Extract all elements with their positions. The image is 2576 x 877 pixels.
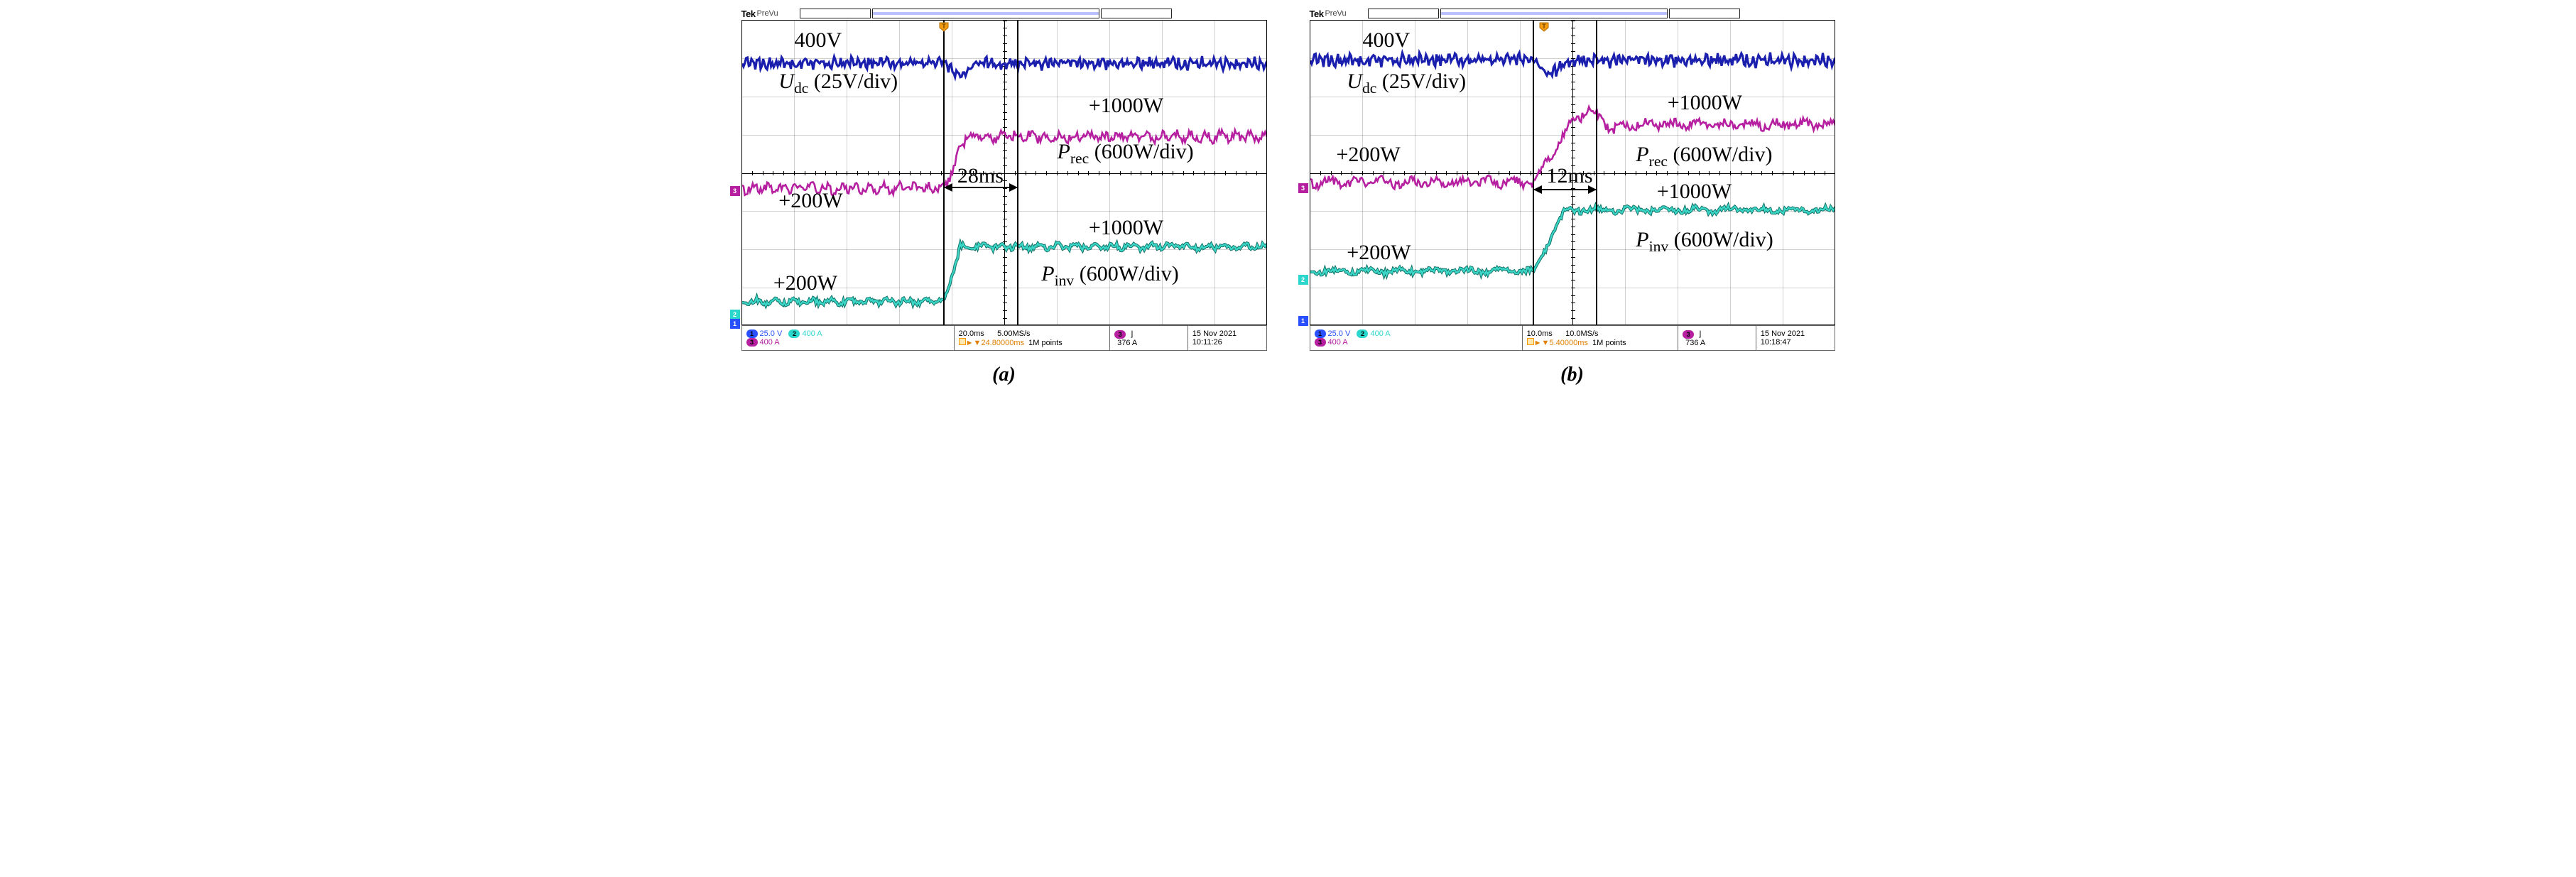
status-timestamp: 15 Nov 202110:18:47	[1756, 326, 1835, 350]
dimension-arrow	[1533, 189, 1597, 190]
ann-udc-ref: 400V	[1363, 28, 1411, 53]
ann-step-time: 12ms	[1547, 164, 1593, 188]
ann-udc-label: Udc (25V/div)	[1347, 70, 1466, 97]
ann-pinv-label: Pinv (600W/div)	[1041, 262, 1178, 290]
status-trigger: 3 ⌋376 A	[1110, 326, 1188, 350]
ann-prec-lo: +200W	[778, 189, 842, 213]
status-channels: 125.0 V 2400 A3400 A	[742, 326, 955, 350]
status-trigger: 3 ⌋736 A	[1678, 326, 1756, 350]
ann-udc-label: Udc (25V/div)	[778, 70, 898, 97]
time-cursor-1[interactable]	[943, 21, 945, 325]
scope-brand: Tek	[741, 9, 756, 19]
channel-marker-1: 1	[730, 319, 740, 329]
scope-status-bar: 125.0 V 2400 A3400 A20.0ms 5.00MS/s►▼24.…	[741, 325, 1267, 351]
scope-grid: T 400V Udc (25V/div) +1000W Prec (600W/div) +…	[1310, 20, 1835, 325]
ann-prec-label: Prec (600W/div)	[1058, 140, 1194, 168]
status-timestamp: 15 Nov 202110:11:26	[1188, 326, 1266, 350]
trigger-marker-icon: T	[1539, 22, 1549, 32]
ann-udc-ref: 400V	[795, 28, 842, 53]
time-cursor-1[interactable]	[1533, 21, 1534, 325]
svg-text:T: T	[942, 23, 947, 30]
scope-grid: T 400V Udc (25V/div) +1000W Prec (600W/div) +…	[741, 20, 1267, 325]
scope-panel-a: TekPreVu T 400V Udc (25V/div) +1000W Prec (60…	[741, 7, 1267, 386]
svg-text:T: T	[1542, 23, 1546, 30]
ann-pinv-lo: +200W	[1347, 241, 1411, 265]
scope-row: TekPreVuT400VUdc (25V/div)+1000WPrec (60…	[734, 0, 1842, 393]
status-timebase: 10.0ms 10.0MS/s►▼5.40000ms 1M points	[1523, 326, 1678, 350]
channel-marker-3: 3	[1298, 183, 1308, 193]
channel-marker-2: 2	[730, 310, 740, 320]
ann-prec-lo: +200W	[1337, 143, 1401, 167]
trigger-marker-icon: T	[939, 22, 949, 32]
scope-panel-b: TekPreVu T 400V Udc (25V/div) +1000W Prec (60…	[1310, 7, 1835, 386]
scope-mode: PreVu	[1325, 9, 1346, 18]
scope-brand: Tek	[1310, 9, 1324, 19]
ann-prec-label: Prec (600W/div)	[1636, 143, 1772, 170]
time-cursor-2[interactable]	[1596, 21, 1597, 325]
ann-pinv-hi: +1000W	[1657, 180, 1732, 204]
scope-topbar	[800, 9, 1172, 18]
status-channels: 125.0 V 2400 A3400 A	[1310, 326, 1523, 350]
ann-prec-hi: +1000W	[1089, 94, 1163, 118]
scope-topbar	[1368, 9, 1740, 18]
ann-pinv-lo: +200W	[773, 271, 837, 295]
panel-label: (b)	[1310, 364, 1835, 386]
time-cursor-2[interactable]	[1017, 21, 1018, 325]
status-timebase: 20.0ms 5.00MS/s►▼24.80000ms 1M points	[955, 326, 1110, 350]
channel-marker-3: 3	[730, 186, 740, 196]
ann-prec-hi: +1000W	[1668, 91, 1742, 115]
channel-marker-1: 1	[1298, 316, 1308, 326]
ann-pinv-label: Pinv (600W/div)	[1636, 228, 1773, 256]
scope-status-bar: 125.0 V 2400 A3400 A10.0ms 10.0MS/s►▼5.4…	[1310, 325, 1835, 351]
panel-label: (a)	[741, 364, 1267, 386]
ann-pinv-hi: +1000W	[1089, 216, 1163, 240]
ann-step-time: 28ms	[957, 164, 1004, 188]
channel-marker-2: 2	[1298, 275, 1308, 285]
figure: TekPreVuT400VUdc (25V/div)+1000WPrec (60…	[0, 0, 2576, 393]
scope-mode: PreVu	[756, 9, 778, 18]
